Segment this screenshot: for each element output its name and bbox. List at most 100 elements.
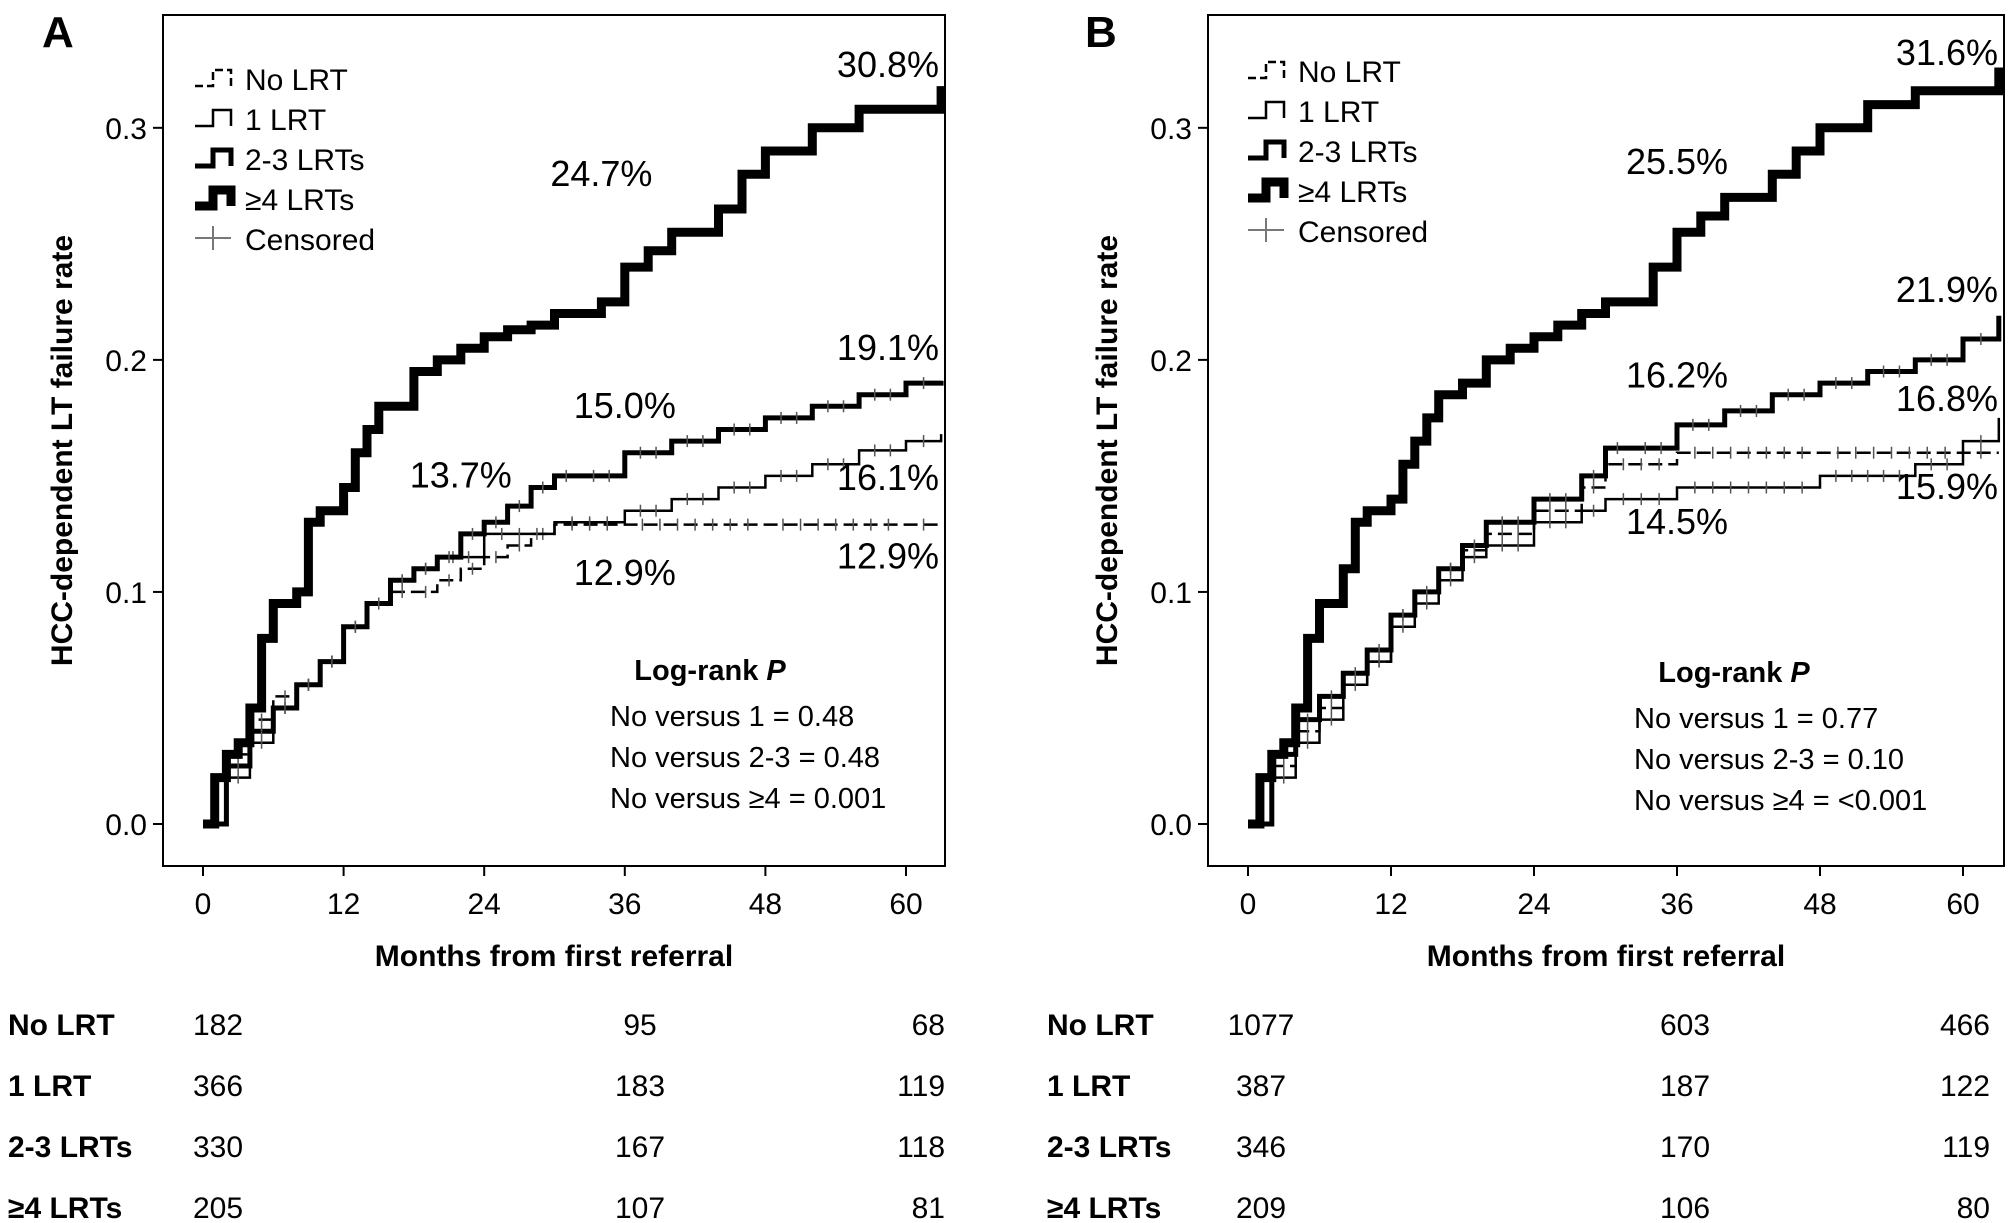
legend-label: No LRT — [1298, 56, 1401, 89]
risk-table-value: 170 — [1660, 1131, 1710, 1164]
risk-table-value: 119 — [1942, 1131, 1990, 1164]
logrank-title: Log-rank P — [1658, 657, 1810, 689]
legend-label: ≥4 LRTs — [245, 184, 354, 217]
risk-table-group: 2-3 LRTs — [1047, 1131, 1171, 1164]
risk-table-value: 95 — [623, 1009, 656, 1042]
percent-annotation: 31.6% — [1896, 32, 1998, 73]
logrank-line: No versus ≥4 = <0.001 — [1634, 785, 1927, 817]
legend-swatch — [1248, 60, 1286, 80]
panel-label: A — [42, 8, 74, 57]
logrank-line: No versus ≥4 = 0.001 — [610, 783, 886, 815]
y-tick-label: 0.1 — [1150, 577, 1192, 610]
plot-frame — [1207, 14, 2005, 867]
legend-swatch — [1248, 100, 1286, 120]
risk-table-value: 106 — [1660, 1192, 1710, 1223]
logrank-title-text: Log-rank — [634, 655, 766, 687]
percent-annotation: 13.7% — [410, 455, 512, 496]
risk-table-value: 205 — [193, 1192, 243, 1223]
y-tick-label: 0.3 — [1150, 113, 1192, 146]
legend-swatch — [1248, 177, 1289, 203]
x-tick-label: 24 — [468, 888, 501, 921]
risk-table-value: 209 — [1236, 1192, 1286, 1223]
percent-annotation: 16.2% — [1626, 355, 1728, 396]
legend-swatch — [195, 185, 236, 211]
x-tick-label: 0 — [195, 888, 212, 921]
logrank-line: No versus 1 = 0.48 — [610, 701, 854, 733]
x-tick-label: 60 — [889, 888, 922, 921]
percent-annotation: 15.9% — [1896, 466, 1998, 507]
panel-b: B 0.0 0.1 0.2 0.3 0 12 24 36 48 60 Months from firs… — [1047, 8, 2005, 1223]
plot-frame — [162, 14, 946, 867]
logrank-line: No versus 2-3 = 0.48 — [610, 742, 880, 774]
x-tick-label: 12 — [1374, 888, 1407, 921]
risk-table-group: ≥4 LRTs — [1047, 1192, 1161, 1223]
risk-table: No LRT 182 95 68 1 LRT 366 183 119 2-3 LRTs 330 16… — [8, 1009, 945, 1223]
percent-annotation: 15.0% — [574, 385, 676, 426]
series--4-lrts-line — [203, 86, 946, 829]
risk-table-value: 118 — [897, 1131, 945, 1164]
y-tick-label: 0.2 — [1150, 345, 1192, 378]
legend-swatch — [195, 68, 233, 88]
legend-swatch — [195, 147, 234, 169]
risk-table-value: 122 — [1940, 1070, 1990, 1103]
risk-table-value: 466 — [1940, 1009, 1990, 1042]
percent-annotation: 24.7% — [550, 153, 652, 194]
risk-table-value: 68 — [912, 1009, 945, 1042]
percent-annotation: 14.5% — [1626, 501, 1728, 542]
risk-table-value: 603 — [1660, 1009, 1710, 1042]
risk-table-value: 119 — [897, 1070, 945, 1103]
percent-annotation: 19.1% — [837, 327, 939, 368]
legend-label: 2-3 LRTs — [1298, 136, 1418, 169]
x-tick-label: 48 — [1803, 888, 1836, 921]
legend-label: 1 LRT — [1298, 96, 1379, 129]
risk-table-value: 1077 — [1228, 1009, 1295, 1042]
legend: No LRT 1 LRT 2-3 LRTs ≥4 LRTs Censored — [1248, 56, 1428, 249]
risk-table-group: ≥4 LRTs — [8, 1192, 122, 1223]
percent-annotation: 21.9% — [1896, 269, 1998, 310]
risk-table: No LRT 1077 603 466 1 LRT 387 187 122 2-3 LRTs 34… — [1047, 1009, 1990, 1223]
x-tick-label: 12 — [327, 888, 360, 921]
series-2-3-lrts-line — [203, 380, 944, 827]
legend-swatch — [1248, 139, 1287, 161]
legend-swatch — [195, 108, 233, 128]
risk-table-group: 2-3 LRTs — [8, 1131, 132, 1164]
panel-label: B — [1085, 8, 1117, 57]
percent-annotation: 25.5% — [1626, 141, 1728, 182]
risk-table-value: 107 — [615, 1192, 665, 1223]
x-axis-label: Months from first referral — [375, 940, 733, 973]
logrank-block: Log-rank P No versus 1 = 0.77 No versus 2-… — [1634, 657, 1927, 817]
risk-table-value: 167 — [615, 1131, 665, 1164]
risk-table-value: 366 — [193, 1070, 243, 1103]
logrank-line: No versus 2-3 = 0.10 — [1634, 744, 1904, 776]
x-tick-label: 60 — [1946, 888, 1979, 921]
panel-a: A 0.0 0.1 0.2 0.3 0 12 24 36 48 60 Months from firs… — [8, 8, 946, 1223]
risk-table-group: 1 LRT — [8, 1070, 91, 1103]
logrank-title-p: P — [1790, 657, 1810, 689]
legend-label: 2-3 LRTs — [245, 144, 365, 177]
percent-annotation: 16.8% — [1896, 378, 1998, 419]
percent-annotation: 30.8% — [837, 44, 939, 85]
x-tick-label: 24 — [1517, 888, 1550, 921]
risk-table-value: 346 — [1236, 1131, 1286, 1164]
logrank-line: No versus 1 = 0.77 — [1634, 703, 1878, 735]
y-tick-label: 0.3 — [105, 113, 147, 146]
legend-label: 1 LRT — [245, 104, 326, 137]
legend-label: No LRT — [245, 64, 348, 97]
y-axis-label: HCC-dependent LT failure rate — [1091, 235, 1124, 666]
logrank-title-p: P — [766, 655, 786, 687]
logrank-title-text: Log-rank — [1658, 657, 1790, 689]
legend-label: Censored — [1298, 216, 1428, 249]
percent-annotation: 12.9% — [574, 552, 676, 593]
x-tick-label: 48 — [749, 888, 782, 921]
logrank-block: Log-rank P No versus 1 = 0.48 No versus 2-… — [610, 655, 886, 815]
x-tick-label: 36 — [608, 888, 641, 921]
y-tick-label: 0.0 — [1150, 809, 1192, 842]
series--4-lrts-line — [1248, 67, 2004, 829]
logrank-title: Log-rank P — [634, 655, 786, 687]
legend-label: ≥4 LRTs — [1298, 176, 1407, 209]
risk-table-value: 81 — [912, 1192, 945, 1223]
y-axis-label: HCC-dependent LT failure rate — [46, 235, 79, 666]
x-tick-label: 0 — [1240, 888, 1257, 921]
series-2-3-lrts-line — [1248, 315, 2002, 827]
